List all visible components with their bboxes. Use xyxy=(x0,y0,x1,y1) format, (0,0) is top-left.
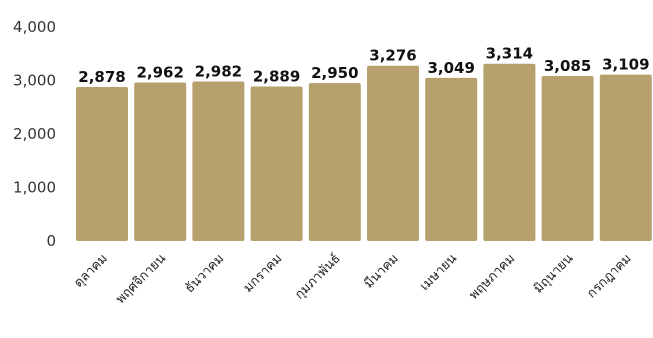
bar xyxy=(541,75,594,241)
data-label: 3,109 xyxy=(602,56,649,74)
data-label: 3,314 xyxy=(486,45,533,63)
bar xyxy=(483,63,536,241)
x-tick-label: ตุลาคม xyxy=(71,251,111,291)
data-label: 2,878 xyxy=(78,68,125,86)
bar xyxy=(308,83,361,241)
bar xyxy=(192,81,245,241)
x-tick-label: กุมภาพันธ์ xyxy=(292,251,344,303)
bar xyxy=(599,74,652,241)
x-tick-label: พฤศจิกายน xyxy=(113,251,169,307)
y-tick-label: 1,000 xyxy=(13,179,56,197)
x-tick-label: มีนาคม xyxy=(361,251,402,292)
y-tick-label: 2,000 xyxy=(13,125,56,143)
bar xyxy=(367,65,419,241)
y-tick-label: 4,000 xyxy=(13,18,56,36)
data-label: 2,962 xyxy=(136,64,183,82)
data-label: 2,889 xyxy=(253,67,300,85)
y-tick-label: 3,000 xyxy=(13,72,56,90)
y-axis: 0 1,000 2,000 3,000 4,000 xyxy=(13,18,56,250)
x-tick-label: เมษายน xyxy=(417,251,460,294)
bar xyxy=(250,86,303,241)
data-label: 3,276 xyxy=(369,47,416,65)
bar xyxy=(134,82,187,242)
bar xyxy=(76,87,128,241)
y-tick-label: 0 xyxy=(46,232,56,250)
bar xyxy=(425,77,478,241)
x-tick-label: ธันวาคม xyxy=(182,251,227,296)
x-tick-label: พฤษภาคม xyxy=(466,251,518,303)
data-label: 2,950 xyxy=(311,64,358,82)
x-tick-label: มกราคม xyxy=(241,251,286,296)
data-labels: 2,878 2,962 2,982 2,889 2,950 3,276 3,049 3,314… xyxy=(78,45,649,86)
bars xyxy=(76,63,652,242)
x-axis: ตุลาคม พฤศจิกายน ธันวาคม มกราคม กุมภาพันธ์ มี… xyxy=(71,251,634,308)
data-label: 3,049 xyxy=(427,59,474,77)
x-tick-label: กรกฎาคม xyxy=(584,251,634,301)
x-tick-label: มิถุนายน xyxy=(531,251,576,296)
data-label: 2,982 xyxy=(195,62,242,80)
data-label: 3,085 xyxy=(544,57,591,75)
